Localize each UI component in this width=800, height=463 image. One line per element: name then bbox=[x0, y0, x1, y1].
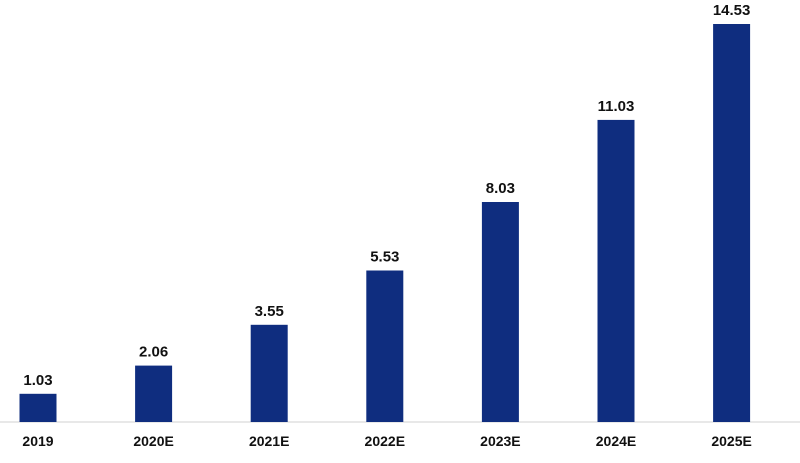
category-labels-group: 2019 2020E 2021E 2022E 2023E 2024E 2025E bbox=[22, 433, 751, 449]
bar-2024E bbox=[597, 119, 635, 423]
value-label-2022E: 5.53 bbox=[370, 249, 399, 266]
bars-group bbox=[19, 24, 751, 423]
value-label-2023E: 8.03 bbox=[486, 180, 515, 197]
bar-2022E bbox=[366, 270, 404, 422]
bar-2019 bbox=[19, 393, 57, 422]
category-label-2024E: 2024E bbox=[596, 433, 636, 449]
value-label-2019: 1.03 bbox=[23, 372, 52, 389]
category-label-2020E: 2020E bbox=[133, 433, 173, 449]
bar-2025E bbox=[713, 24, 751, 422]
category-label-2025E: 2025E bbox=[711, 433, 751, 449]
value-label-2025E: 14.53 bbox=[713, 2, 751, 19]
value-labels-group: 1.03 2.06 3.55 5.53 8.03 11.03 14.53 bbox=[23, 2, 750, 389]
category-label-2023E: 2023E bbox=[480, 433, 520, 449]
category-label-2019: 2019 bbox=[22, 433, 53, 449]
value-label-2021E: 3.55 bbox=[255, 303, 284, 320]
value-label-2024E: 11.03 bbox=[598, 98, 635, 115]
category-label-2022E: 2022E bbox=[365, 433, 405, 449]
value-label-2020E: 2.06 bbox=[139, 344, 168, 361]
category-label-2021E: 2021E bbox=[249, 433, 289, 449]
bar-2021E bbox=[250, 324, 288, 422]
bar-2020E bbox=[135, 365, 173, 422]
bar-2023E bbox=[481, 202, 519, 422]
